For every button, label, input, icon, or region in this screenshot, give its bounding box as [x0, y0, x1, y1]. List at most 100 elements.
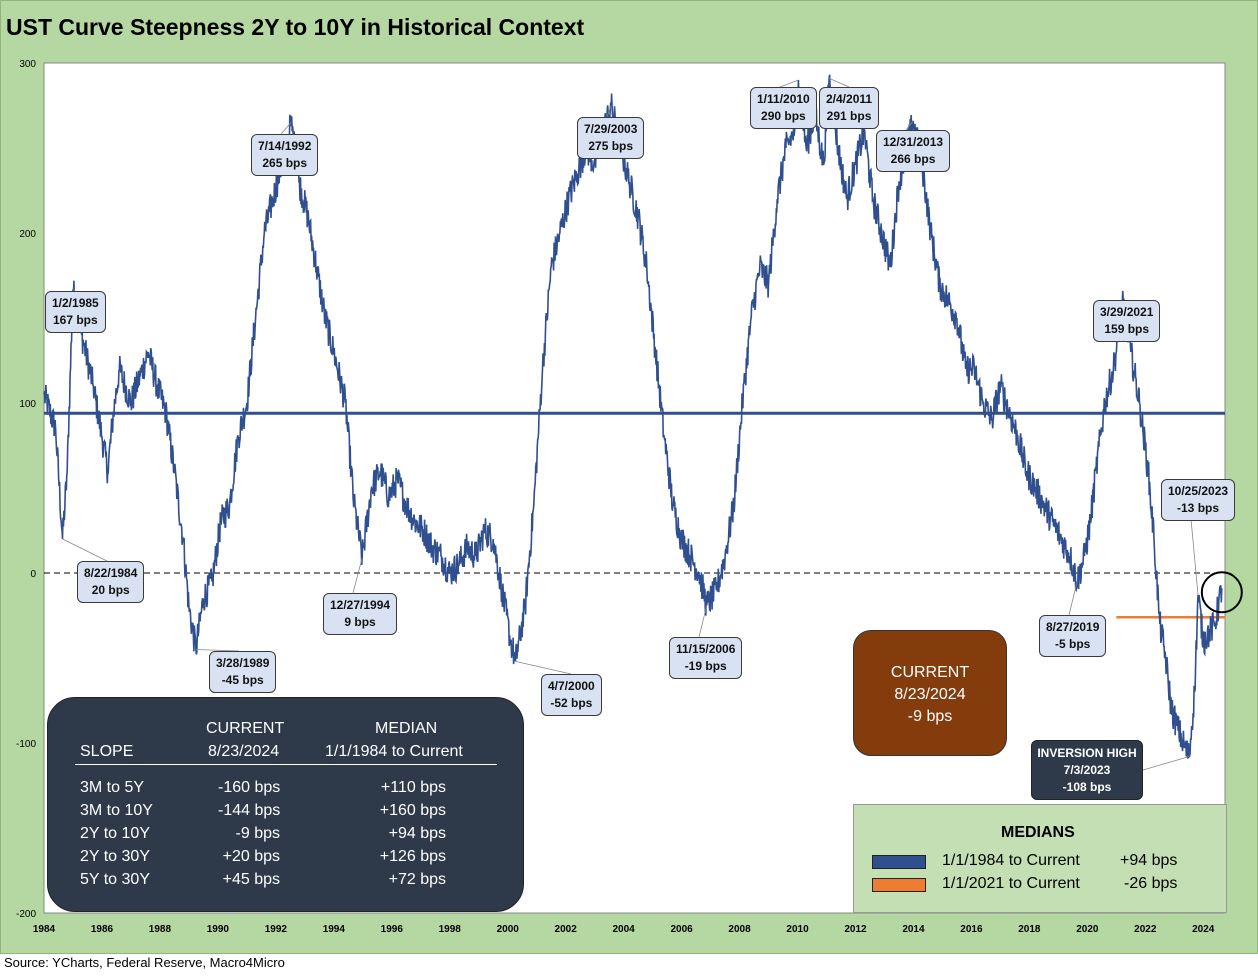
median-all-label: 1/1/1984 to Current: [942, 852, 1080, 869]
slope-row-current: +45 bps: [222, 871, 280, 888]
y-tick-label: 0: [30, 569, 36, 580]
callout-label: 4/7/2000 -52 bps: [541, 674, 602, 716]
table-header-current-date: 8/23/2024: [208, 743, 280, 760]
callout-leader: [1190, 518, 1199, 596]
callout-label: 2/4/2011 291 bps: [819, 87, 880, 129]
table-header-rule: [75, 764, 497, 765]
callout-date: 3/29/2021: [1100, 305, 1154, 319]
callout-date: 7/14/1992: [258, 139, 312, 153]
callout-label: 1/11/2010 290 bps: [750, 87, 817, 129]
current-value: -9 bps: [907, 708, 953, 725]
inversion-value: -108 bps: [1062, 780, 1112, 794]
x-tick-label: 1998: [439, 924, 462, 935]
x-axis: 1984 1986 1988 1990 1992 1994 1996 1998 2000 2002…: [33, 924, 1215, 935]
slope-row-median: +94 bps: [388, 825, 446, 842]
slope-row-median: +160 bps: [379, 802, 446, 819]
inversion-title: INVERSION HIGH: [1037, 746, 1137, 760]
callout-date: 1/11/2010: [757, 92, 810, 106]
x-tick-label: 2000: [497, 924, 520, 935]
callout-date: 8/27/2019: [1046, 620, 1100, 634]
x-tick-label: 2022: [1134, 924, 1157, 935]
callout-leader: [779, 79, 799, 88]
slope-row-label: 2Y to 30Y: [80, 848, 150, 865]
callout-value: 159 bps: [1104, 322, 1150, 336]
x-tick-label: 2016: [960, 924, 983, 935]
x-tick-label: 1992: [265, 924, 288, 935]
y-tick-label: 200: [19, 229, 36, 240]
x-tick-label: 2004: [613, 924, 636, 935]
callout-label: 3/29/2021 159 bps: [1093, 300, 1161, 342]
callout-date: 2/4/2011: [826, 92, 873, 106]
callout-value: 265 bps: [262, 156, 308, 170]
inversion-leader: [1142, 756, 1190, 771]
slope-row-median: +72 bps: [388, 871, 446, 888]
callout-leader: [606, 105, 612, 118]
y-tick-label: -200: [16, 909, 36, 920]
callout-date: 3/28/1989: [216, 656, 270, 670]
callout-label: 10/25/2023 -13 bps: [1161, 479, 1236, 521]
median-all-value: +94 bps: [1120, 852, 1178, 869]
callout-value: -5 bps: [1055, 637, 1091, 651]
median-2021-value: -26 bps: [1124, 875, 1178, 892]
medians-legend: MEDIANS 1/1/1984 to Current +94 bps 1/1/…: [853, 804, 1227, 913]
callout-leader: [195, 649, 240, 652]
slope-row-median: +110 bps: [380, 779, 446, 796]
x-tick-label: 2008: [728, 924, 751, 935]
slope-row-label: 3M to 10Y: [80, 802, 153, 819]
callout-value: 167 bps: [53, 313, 98, 327]
callout-label: 7/14/1992 265 bps: [251, 134, 319, 176]
callout-leader: [72, 288, 76, 292]
callout-value: -45 bps: [221, 673, 264, 687]
callout-value: 20 bps: [91, 583, 130, 597]
current-title: CURRENT: [890, 664, 970, 681]
callout-leader: [905, 120, 914, 131]
callout-leader: [698, 605, 708, 638]
x-tick-label: 1994: [323, 924, 346, 935]
callout-value: 291 bps: [826, 109, 872, 123]
median-2021-swatch: [872, 878, 926, 892]
callout-label: 12/31/2013 266 bps: [876, 130, 951, 172]
callout-label: 1/2/1985 167 bps: [45, 291, 106, 333]
x-tick-label: 2024: [1192, 924, 1215, 935]
callout-value: 9 bps: [344, 615, 376, 629]
x-tick-label: 1990: [207, 924, 230, 935]
source-note: Source: YCharts, Federal Reserve, Macro4…: [4, 955, 285, 970]
x-tick-label: 1984: [33, 924, 56, 935]
x-tick-label: 1988: [149, 924, 172, 935]
x-tick-label: 2012: [844, 924, 867, 935]
table-header-median-range: 1/1/1984 to Current: [325, 743, 463, 760]
table-header-median: MEDIAN: [375, 720, 438, 737]
callout-value: -52 bps: [550, 696, 593, 710]
callout-value: 275 bps: [588, 139, 634, 153]
callout-date: 12/31/2013: [883, 135, 944, 149]
callout-date: 8/22/1984: [84, 566, 138, 580]
inversion-high-box: INVERSION HIGH 7/3/2023 -108 bps: [1031, 740, 1143, 800]
callout-value: 290 bps: [761, 109, 806, 123]
y-axis: 300 200 100 0 -100 -200: [16, 59, 36, 920]
slope-row-label: 2Y to 10Y: [80, 825, 150, 842]
slope-row-current: -160 bps: [218, 779, 281, 796]
current-box: CURRENT 8/23/2024 -9 bps: [853, 630, 1007, 756]
median-2021-label: 1/1/2021 to Current: [942, 875, 1080, 892]
x-tick-label: 2020: [1076, 924, 1099, 935]
callout-label: 8/22/1984 20 bps: [77, 561, 145, 603]
callout-label: 12/27/1994 9 bps: [323, 593, 398, 635]
callout-leader: [1068, 581, 1078, 616]
table-header-current: CURRENT: [206, 720, 285, 737]
slope-table: CURRENT MEDIAN SLOPE 8/23/2024 1/1/1984 …: [47, 697, 524, 912]
median-lines: [44, 411, 1225, 619]
callout-date: 7/29/2003: [584, 122, 638, 136]
y-tick-label: 100: [19, 399, 36, 410]
series-line: [43, 74, 1223, 760]
slope-row-label: 5Y to 30Y: [80, 871, 150, 888]
callout-value: -13 bps: [1177, 501, 1220, 515]
callout-value: -19 bps: [684, 659, 727, 673]
callout-label: 11/15/2006 -19 bps: [669, 637, 743, 679]
callout-leaders: [62, 77, 1199, 771]
y-tick-label: -100: [16, 739, 36, 750]
table-header-slope: SLOPE: [80, 743, 134, 760]
callout-date: 4/7/2000: [548, 679, 595, 693]
callout-leader: [280, 122, 292, 135]
callout-date: 10/25/2023: [1168, 484, 1229, 498]
inversion-date: 7/3/2023: [1063, 763, 1111, 777]
